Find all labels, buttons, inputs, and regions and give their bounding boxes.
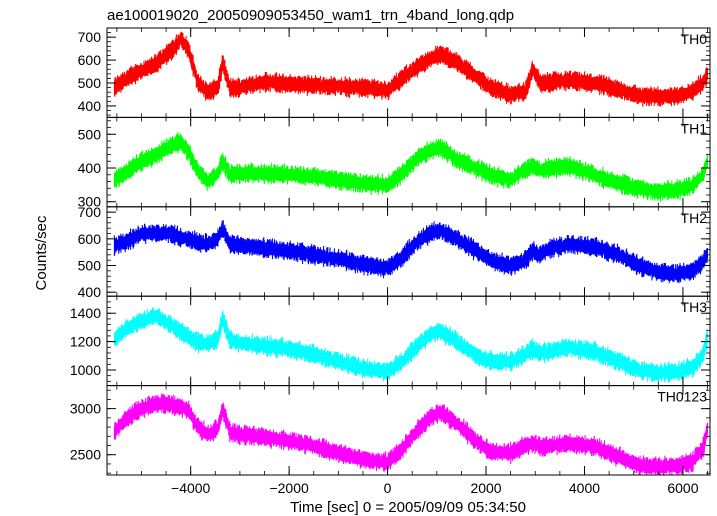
series-th3-line: [113, 307, 709, 383]
y-tick-label: 2500: [70, 447, 101, 463]
x-tick-label: −2000: [269, 480, 309, 496]
y-tick-label: 600: [78, 231, 102, 247]
series-th2-line: [113, 220, 709, 284]
y-tick-label: 3000: [70, 401, 101, 417]
panel-th0123: 2500 3000 TH0123: [70, 385, 711, 476]
series-th1-line: [113, 132, 709, 203]
x-axis-label: Time [sec] 0 = 2005/09/09 05:34:50: [290, 499, 526, 516]
x-tick-label: 0: [384, 480, 392, 496]
y-tick-label: 700: [78, 29, 102, 45]
x-tick-label: 6000: [667, 480, 698, 496]
series-label: TH0123: [657, 389, 707, 405]
y-tick-label: 300: [78, 194, 102, 210]
panel-th1: 300 400 500 TH1: [78, 116, 711, 210]
y-tick-label: 1000: [70, 362, 101, 378]
y-tick-label: 400: [78, 284, 102, 300]
x-tick-label: −4000: [171, 480, 211, 496]
y-tick-label: 400: [78, 160, 102, 176]
series-label: TH0: [681, 31, 708, 47]
x-axis: −4000 −2000 0 2000 4000 6000: [171, 480, 699, 496]
y-tick-label: 500: [78, 75, 102, 91]
panels: 400 500 600 700 TH0 300 400 500 TH1 400 500 600 700 T…: [70, 27, 711, 476]
x-tick-label: 4000: [569, 480, 600, 496]
y-tick-label: 500: [78, 126, 102, 142]
y-tick-label: 500: [78, 258, 102, 274]
y-tick-label: 1400: [70, 305, 101, 321]
y-tick-label: 600: [78, 52, 102, 68]
panel-frame: [106, 385, 711, 476]
series-label: TH2: [681, 210, 708, 226]
y-tick-label: 400: [78, 98, 102, 114]
x-tick-label: 2000: [470, 480, 501, 496]
chart-title: ae100019020_20050909053450_wam1_trn_4ban…: [107, 7, 514, 24]
panel-th3: 1000 1200 1400 TH3: [70, 295, 711, 387]
panel-th2: 400 500 600 700 TH2: [78, 204, 711, 300]
series-th0-line: [113, 31, 709, 107]
series-label: TH3: [681, 299, 708, 315]
series-label: TH1: [681, 120, 708, 136]
panel-th0: 400 500 600 700 TH0: [78, 27, 711, 118]
y-tick-label: 1200: [70, 334, 101, 350]
y-tick-label: 700: [78, 204, 102, 220]
series-th0123-line: [113, 393, 709, 476]
y-axis-label: Counts/sec: [33, 215, 50, 291]
